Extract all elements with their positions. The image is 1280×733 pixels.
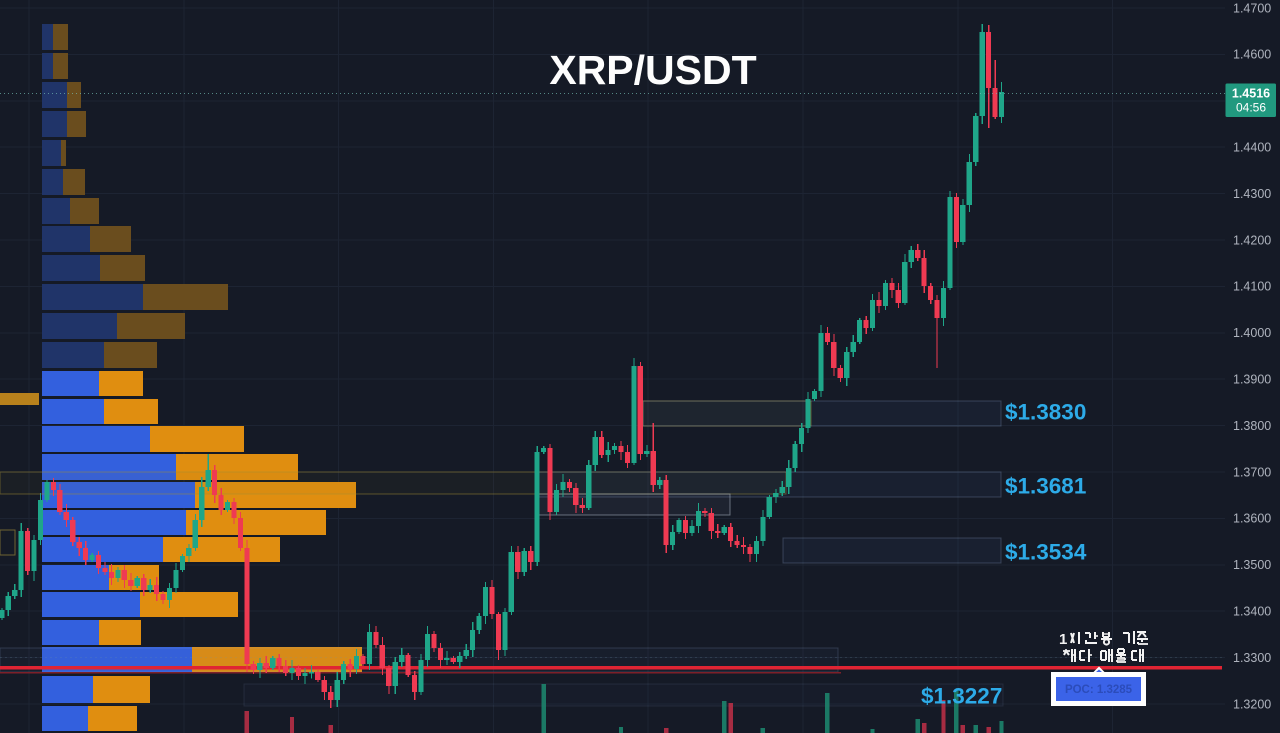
svg-text:1.3200: 1.3200	[1233, 697, 1271, 711]
svg-text:$1.3681: $1.3681	[1005, 474, 1086, 499]
svg-text:1.4000: 1.4000	[1233, 326, 1271, 340]
svg-text:1.4200: 1.4200	[1233, 233, 1271, 247]
svg-text:$1.3534: $1.3534	[1005, 540, 1087, 565]
svg-text:1.4100: 1.4100	[1233, 280, 1271, 294]
svg-text:1.3400: 1.3400	[1233, 605, 1271, 619]
svg-text:1.3300: 1.3300	[1233, 651, 1271, 665]
svg-text:$1.3227: $1.3227	[921, 684, 1002, 709]
svg-text:1.3700: 1.3700	[1233, 465, 1271, 479]
svg-text:1.4600: 1.4600	[1233, 48, 1271, 62]
svg-text:04:56: 04:56	[1236, 101, 1266, 115]
svg-text:1.4516: 1.4516	[1232, 87, 1270, 101]
svg-text:1.3900: 1.3900	[1233, 373, 1271, 387]
svg-text:$1.3830: $1.3830	[1005, 400, 1086, 425]
svg-text:1.4300: 1.4300	[1233, 187, 1271, 201]
svg-text:1.4400: 1.4400	[1233, 141, 1271, 155]
svg-text:1.3500: 1.3500	[1233, 558, 1271, 572]
svg-text:1: 1	[1059, 631, 1067, 648]
svg-text:POC: 1.3285: POC: 1.3285	[1065, 684, 1133, 696]
svg-text:XRP/USDT: XRP/USDT	[549, 47, 756, 93]
svg-text:1.3800: 1.3800	[1233, 419, 1271, 433]
svg-text:1.3600: 1.3600	[1233, 512, 1271, 526]
svg-text:1.4700: 1.4700	[1233, 1, 1271, 15]
